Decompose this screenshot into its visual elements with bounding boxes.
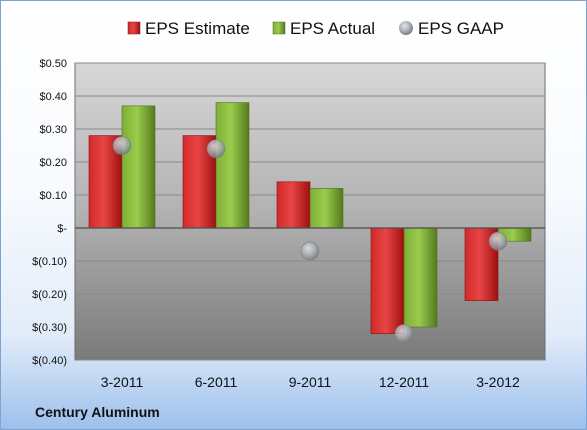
legend-marker-gaap <box>399 21 413 35</box>
bar-marks <box>88 102 532 334</box>
y-tick-label: $- <box>57 223 67 235</box>
x-tick-label: 6-2011 <box>195 374 238 390</box>
y-tick-label: $(0.40) <box>32 355 67 367</box>
company-name: Century Aluminum <box>35 404 160 420</box>
gaap-points <box>112 136 508 343</box>
legend-item-estimate: EPS Estimate <box>127 19 250 38</box>
y-tick-label: $0.50 <box>39 58 67 70</box>
x-tick-label: 3-2011 <box>101 374 144 390</box>
bar-eps-actual <box>309 188 344 229</box>
y-tick-label: $(0.10) <box>32 256 67 268</box>
point-eps-gaap <box>394 324 414 343</box>
y-tick-label: $0.10 <box>39 190 67 202</box>
bar-eps-estimate <box>276 181 311 229</box>
legend-label-actual: EPS Actual <box>290 19 375 38</box>
x-axis-ticks: 3-2011 6-2011 9-2011 12-2011 3-2012 <box>101 374 520 390</box>
point-eps-gaap <box>488 231 508 251</box>
legend-item-gaap: EPS GAAP <box>399 19 504 38</box>
bar-eps-estimate <box>370 227 405 334</box>
legend: EPS Estimate EPS Actual EPS GAAP <box>127 19 504 38</box>
legend-swatch-estimate <box>127 21 141 35</box>
point-eps-gaap <box>206 139 226 159</box>
x-tick-label: 3-2012 <box>476 374 520 390</box>
bar-eps-actual <box>121 105 156 229</box>
y-tick-label: $0.40 <box>39 91 67 103</box>
y-axis-ticks: $0.50 $0.40 $0.30 $0.20 $0.10 $- $(0.10) $(0.20… <box>32 58 67 367</box>
legend-label-estimate: EPS Estimate <box>145 19 250 38</box>
bar-eps-actual <box>403 227 438 328</box>
point-eps-gaap <box>112 136 132 155</box>
bar-eps-actual <box>215 102 250 229</box>
y-tick-label: $0.20 <box>39 157 67 169</box>
y-tick-label: $(0.30) <box>32 322 67 334</box>
x-tick-label: 12-2011 <box>379 374 430 390</box>
legend-item-actual: EPS Actual <box>272 19 375 38</box>
legend-label-gaap: EPS GAAP <box>418 19 504 38</box>
legend-swatch-actual <box>272 21 286 35</box>
y-tick-label: $0.30 <box>39 124 67 136</box>
y-tick-label: $(0.20) <box>32 289 67 301</box>
point-eps-gaap <box>300 241 320 261</box>
x-tick-label: 9-2011 <box>289 374 332 390</box>
